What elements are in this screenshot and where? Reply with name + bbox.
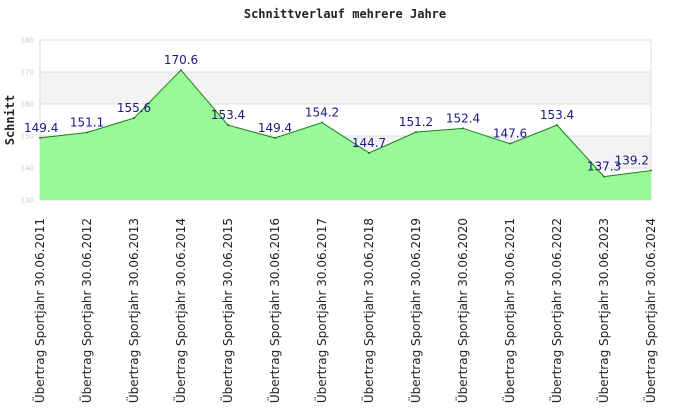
y-tick-label: 180 bbox=[21, 37, 34, 45]
grid-band bbox=[40, 72, 651, 104]
y-tick-label: 140 bbox=[21, 165, 34, 173]
x-tick-label: Übertrag Sportjahr 30.06.2019 bbox=[407, 218, 423, 403]
data-label: 153.4 bbox=[211, 108, 245, 122]
x-tick-label: Übertrag Sportjahr 30.06.2020 bbox=[454, 218, 470, 403]
series-line bbox=[39, 69, 652, 178]
x-tick-label: Übertrag Sportjahr 30.06.2015 bbox=[219, 218, 235, 403]
data-point bbox=[180, 69, 182, 72]
data-label: 155.6 bbox=[117, 101, 151, 115]
y-axis-label: Schnitt bbox=[3, 95, 17, 146]
data-point bbox=[415, 131, 417, 134]
data-label: 139.2 bbox=[615, 154, 649, 168]
data-point bbox=[603, 175, 605, 178]
grid-band bbox=[40, 40, 651, 72]
x-tick-label: Übertrag Sportjahr 30.06.2021 bbox=[501, 218, 517, 403]
chart-title: Schnittverlauf mehrere Jahre bbox=[244, 7, 446, 21]
series-area bbox=[40, 70, 651, 200]
data-point bbox=[86, 131, 88, 134]
data-label: 152.4 bbox=[446, 111, 480, 125]
data-point bbox=[321, 121, 323, 124]
data-point bbox=[39, 136, 41, 139]
data-label: 154.2 bbox=[305, 106, 339, 120]
data-point bbox=[227, 124, 229, 127]
data-label: 137.3 bbox=[587, 160, 621, 174]
data-point bbox=[133, 117, 135, 120]
data-label: 149.4 bbox=[24, 121, 58, 135]
data-label: 170.6 bbox=[164, 53, 198, 67]
data-label: 149.4 bbox=[258, 121, 292, 135]
y-tick-label: 170 bbox=[21, 69, 34, 77]
x-tick-label: Übertrag Sportjahr 30.06.2017 bbox=[313, 218, 329, 403]
y-tick-label: 130 bbox=[21, 197, 34, 205]
x-tick-label: Übertrag Sportjahr 30.06.2018 bbox=[360, 218, 376, 403]
data-label: 147.6 bbox=[493, 127, 527, 141]
data-point bbox=[274, 136, 276, 139]
data-label: 151.1 bbox=[70, 115, 104, 129]
x-tick-label: Übertrag Sportjahr 30.06.2023 bbox=[595, 218, 611, 403]
y-tick-label: 150 bbox=[21, 133, 34, 141]
y-tick-label: 160 bbox=[21, 101, 34, 109]
x-tick-label: Übertrag Sportjahr 30.06.2014 bbox=[172, 218, 188, 403]
x-tick-label: Übertrag Sportjahr 30.06.2011 bbox=[31, 218, 47, 403]
data-point bbox=[650, 169, 652, 172]
x-tick-label: Übertrag Sportjahr 30.06.2024 bbox=[642, 218, 658, 403]
x-tick-label: Übertrag Sportjahr 30.06.2016 bbox=[266, 218, 282, 403]
data-label: 153.4 bbox=[540, 108, 574, 122]
data-label: 144.7 bbox=[352, 136, 386, 150]
data-point bbox=[556, 124, 558, 127]
plot-area: 130 140 150 160 170 180 149.4 151.1 155.6 170.6 15… bbox=[21, 37, 658, 404]
data-point bbox=[462, 127, 464, 130]
data-point bbox=[509, 142, 511, 145]
x-tick-label: Übertrag Sportjahr 30.06.2012 bbox=[78, 218, 94, 403]
x-tick-label: Übertrag Sportjahr 30.06.2013 bbox=[125, 218, 141, 403]
x-tick-label: Übertrag Sportjahr 30.06.2022 bbox=[548, 218, 564, 403]
data-label: 151.2 bbox=[399, 115, 433, 129]
data-point bbox=[368, 151, 370, 154]
